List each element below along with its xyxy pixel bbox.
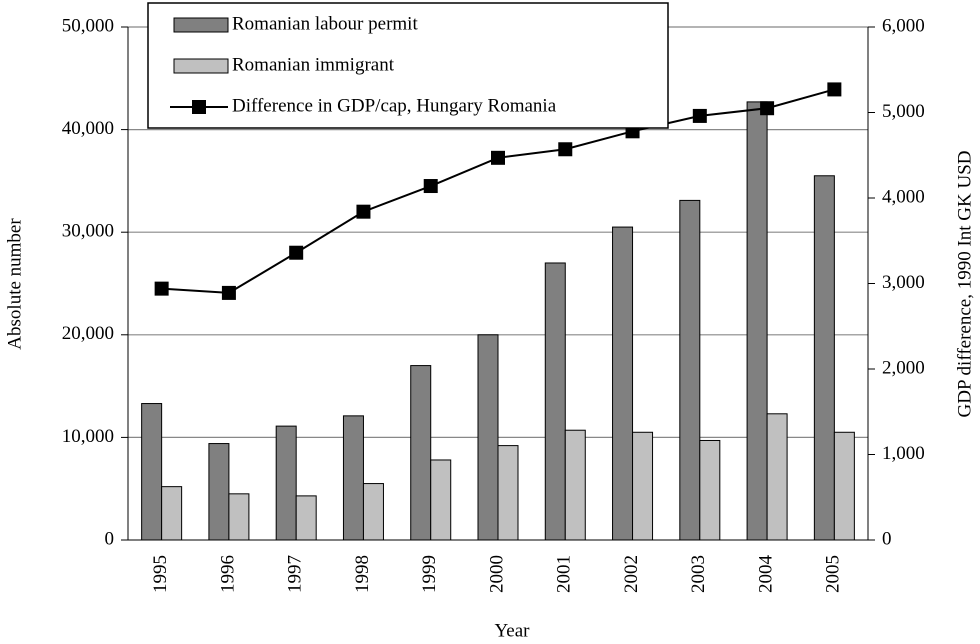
bar bbox=[833, 431, 855, 541]
line-marker bbox=[423, 179, 438, 194]
line-marker bbox=[491, 150, 505, 165]
x-tick-label: 2005 bbox=[823, 555, 844, 593]
x-tick-label: 2000 bbox=[486, 555, 507, 593]
line-marker bbox=[558, 142, 573, 157]
y2-axis-title: GDP difference, 1990 Int GK USD bbox=[954, 150, 975, 417]
bar bbox=[564, 429, 586, 541]
x-tick-label: 2002 bbox=[621, 555, 642, 593]
x-tick-label: 2003 bbox=[688, 555, 709, 593]
y-tick-label: 50,000 bbox=[62, 15, 114, 36]
bar bbox=[632, 431, 654, 541]
bar bbox=[477, 334, 499, 541]
y2-tick-label: 4,000 bbox=[882, 186, 925, 207]
legend-label: Romanian labour permit bbox=[232, 13, 418, 34]
bar bbox=[679, 199, 701, 541]
x-tick-label: 2004 bbox=[755, 555, 776, 594]
bar bbox=[362, 483, 384, 541]
y2-tick-label: 6,000 bbox=[882, 15, 925, 36]
x-tick-label: 1997 bbox=[285, 555, 306, 593]
legend-label: Difference in GDP/cap, Hungary Romania bbox=[232, 95, 557, 116]
y-tick-label: 30,000 bbox=[62, 221, 114, 242]
line-marker bbox=[692, 108, 707, 123]
bar bbox=[612, 226, 634, 541]
y2-tick-label: 5,000 bbox=[882, 101, 925, 122]
bar bbox=[813, 175, 835, 541]
x-tick-label: 1996 bbox=[217, 555, 238, 593]
y-tick-label: 0 bbox=[105, 528, 115, 549]
bar bbox=[295, 495, 317, 541]
line-marker bbox=[760, 101, 775, 116]
legend-swatch bbox=[173, 58, 229, 74]
bar bbox=[342, 415, 364, 541]
bar bbox=[430, 459, 452, 541]
x-tick-label: 2001 bbox=[554, 555, 575, 593]
bar bbox=[141, 403, 163, 541]
legend-label: Romanian immigrant bbox=[232, 54, 395, 75]
line-marker bbox=[221, 285, 236, 300]
x-tick-label: 1999 bbox=[419, 555, 440, 593]
y2-tick-label: 0 bbox=[882, 528, 892, 549]
bar bbox=[208, 443, 230, 541]
bar bbox=[410, 365, 432, 541]
line-marker bbox=[289, 245, 304, 260]
y-axis-title: Absolute number bbox=[4, 218, 25, 350]
legend-marker bbox=[192, 100, 206, 114]
y2-tick-label: 2,000 bbox=[882, 357, 925, 378]
line-marker bbox=[827, 82, 842, 97]
x-tick-label: 1995 bbox=[150, 555, 171, 593]
y-tick-label: 40,000 bbox=[62, 118, 114, 139]
line-marker bbox=[356, 204, 371, 219]
y-tick-label: 10,000 bbox=[62, 426, 114, 447]
bar bbox=[746, 101, 768, 541]
legend-swatch bbox=[173, 17, 229, 33]
y2-tick-label: 1,000 bbox=[882, 443, 925, 464]
legend-box bbox=[147, 2, 669, 129]
bar bbox=[228, 493, 250, 541]
x-tick-label: 1998 bbox=[352, 555, 373, 593]
line-marker bbox=[154, 281, 169, 296]
bar bbox=[766, 413, 788, 541]
bar bbox=[497, 445, 519, 541]
y2-tick-label: 3,000 bbox=[882, 272, 925, 293]
bar bbox=[544, 262, 566, 541]
y-tick-label: 20,000 bbox=[62, 323, 114, 344]
bar bbox=[275, 425, 297, 541]
x-axis-title: Year bbox=[494, 620, 530, 641]
bar bbox=[699, 439, 721, 541]
bar bbox=[161, 486, 183, 541]
legend: Romanian labour permit Romanian immigrant… bbox=[147, 2, 669, 129]
